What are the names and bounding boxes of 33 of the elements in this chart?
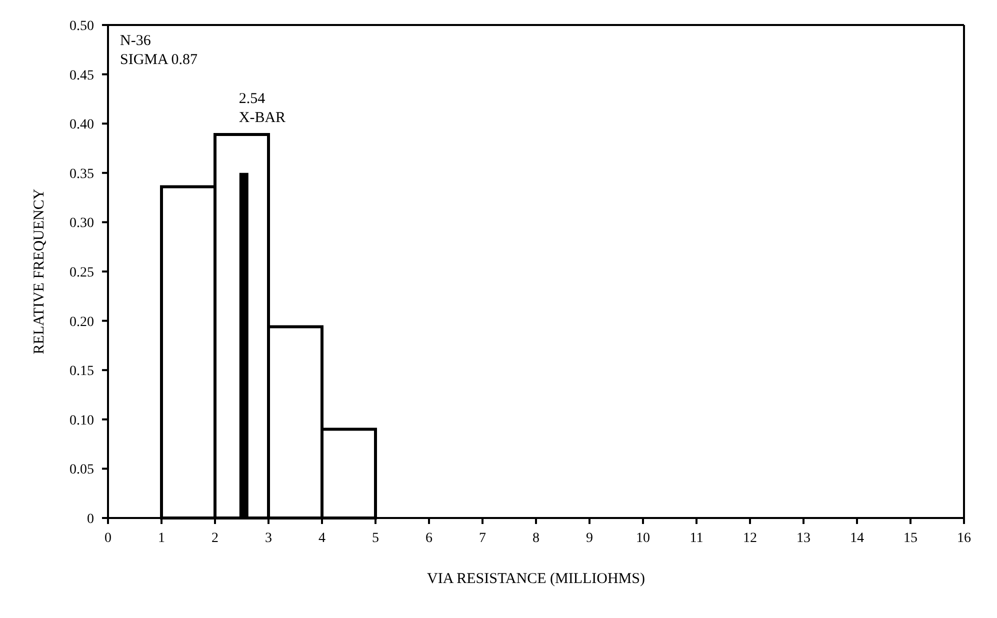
x-tick-label: 8 (532, 531, 540, 546)
x-tick-label: 16 (957, 531, 971, 546)
x-tick-label: 10 (636, 531, 650, 546)
x-tick-label: 12 (743, 531, 757, 546)
x-tick-label: 4 (318, 531, 326, 546)
y-axis-title: RELATIVE FREQUENCY (31, 188, 48, 354)
x-tick-label: 5 (372, 531, 379, 546)
annotation: N-36 (120, 32, 152, 51)
y-tick-label: 0.20 (70, 314, 94, 330)
x-tick-label: 0 (104, 531, 112, 546)
y-tick-label: 0.50 (70, 18, 94, 34)
x-tick-label: 14 (850, 531, 864, 546)
y-tick-label: 0.05 (70, 462, 94, 478)
y-tick-label: 0.35 (70, 166, 94, 182)
x-tick-label: 6 (426, 531, 432, 546)
x-tick-label: 7 (479, 531, 486, 546)
y-tick-label: 0.30 (70, 216, 94, 232)
y-tick-label: 0.45 (70, 68, 94, 84)
text: 2.54 X-BAR (238, 90, 286, 126)
y-tick-label: 0.15 (70, 364, 94, 380)
annotation: SIGMA 0.87 (120, 51, 198, 70)
x-axis-title: VIA RESISTANCE (MILLIOHMS) (427, 571, 645, 587)
x-tick-label: 1 (158, 531, 165, 546)
x-tick-label: 11 (690, 531, 704, 546)
x-tick-label: 13 (796, 531, 810, 546)
x-tick-label: 9 (586, 531, 593, 546)
y-tick-label: 0.25 (70, 265, 94, 280)
y-tick-label: 0 (87, 512, 94, 527)
x-tick-label: 15 (904, 531, 918, 546)
x-tick-label: 2 (212, 531, 218, 546)
y-tick-label: 0.40 (70, 118, 94, 133)
y-tick-label: 0.10 (70, 413, 94, 428)
x-tick-label: 3 (265, 531, 272, 546)
